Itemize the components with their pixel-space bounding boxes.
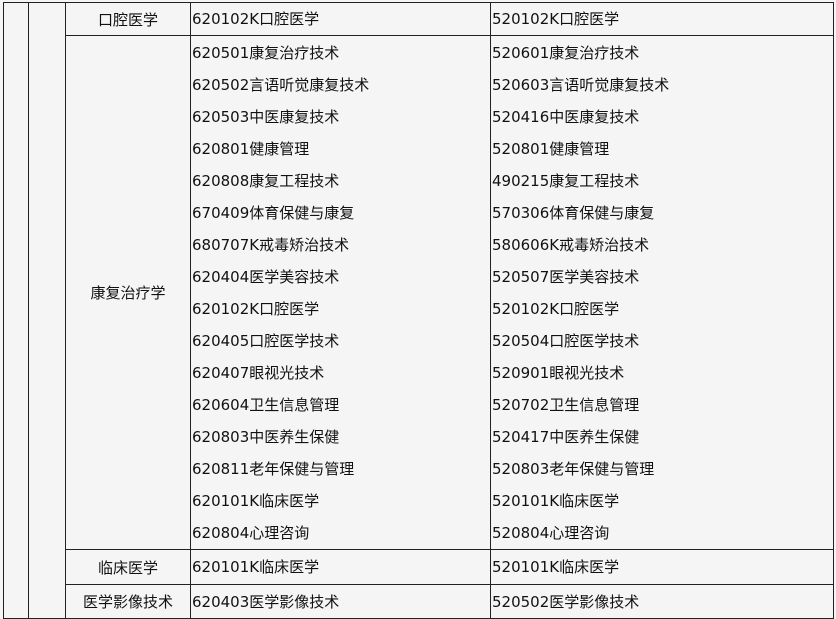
secondary-major-item: 620604卫生信息管理: [192, 396, 340, 414]
major-name-cell: 医学影像技术: [65, 584, 191, 619]
higher-major-item: 520601康复治疗技术: [492, 44, 640, 62]
major-name-cell: 康复治疗学: [65, 35, 191, 550]
table-row: 康复治疗学 620501康复治疗技术 620502言语听觉康复技术 620503中医康…: [4, 35, 834, 550]
higher-major-item: 520804心理咨询: [492, 524, 610, 542]
secondary-major-item: 620801健康管理: [192, 140, 310, 158]
secondary-major-item: 620404医学美容技术: [192, 268, 340, 286]
higher-majors-cell: 520101K临床医学: [490, 549, 834, 585]
higher-major-item: 490215康复工程技术: [492, 172, 640, 190]
higher-majors-cell: 520102K口腔医学: [490, 2, 834, 36]
higher-major-item: 570306体育保健与康复: [492, 204, 655, 222]
secondary-majors-cell: 620101K临床医学: [190, 549, 491, 585]
secondary-majors-cell: 620501康复治疗技术 620502言语听觉康复技术 620503中医康复技术 62…: [190, 35, 491, 550]
major-name-cell: 临床医学: [65, 549, 191, 585]
higher-major-item: 520901眼视光技术: [492, 364, 625, 382]
secondary-majors-cell: 620102K口腔医学: [190, 2, 491, 36]
higher-majors-cell: 520601康复治疗技术 520603言语听觉康复技术 520416中医康复技术 52…: [490, 35, 834, 550]
higher-major-item: 520102K口腔医学: [492, 300, 620, 318]
higher-major-item: 520102K口腔医学: [492, 10, 620, 28]
secondary-major-item: 620101K临床医学: [192, 558, 320, 576]
higher-major-item: 520504口腔医学技术: [492, 332, 640, 350]
secondary-major-item: 620808康复工程技术: [192, 172, 340, 190]
secondary-major-item: 620403医学影像技术: [192, 592, 340, 611]
secondary-major-item: 680707K戒毒矫治技术: [192, 236, 350, 254]
secondary-major-item: 620102K口腔医学: [192, 10, 320, 28]
table-row: 临床医学 620101K临床医学 520101K临床医学: [4, 549, 834, 585]
higher-major-item: 520507医学美容技术: [492, 268, 640, 286]
major-mapping-table: 口腔医学 620102K口腔医学 520102K口腔医学 康复治疗学 620501康复治…: [3, 2, 834, 619]
higher-major-item: 520603言语听觉康复技术: [492, 76, 670, 94]
higher-major-item: 520417中医养生保健: [492, 428, 640, 446]
higher-major-item: 580606K戒毒矫治技术: [492, 236, 650, 254]
secondary-major-item: 620502言语听觉康复技术: [192, 76, 370, 94]
higher-major-item: 520101K临床医学: [492, 492, 620, 510]
higher-major-item: 520101K临床医学: [492, 558, 620, 576]
secondary-major-item: 620811老年保健与管理: [192, 460, 355, 478]
higher-major-item: 520803老年保健与管理: [492, 460, 655, 478]
secondary-major-item: 620501康复治疗技术: [192, 44, 340, 62]
secondary-major-item: 620101K临床医学: [192, 492, 320, 510]
secondary-major-item: 620804心理咨询: [192, 524, 310, 542]
table-row: 口腔医学 620102K口腔医学 520102K口腔医学: [3, 2, 834, 619]
secondary-major-item: 620102K口腔医学: [192, 300, 320, 318]
major-name-cell: 口腔医学: [65, 2, 191, 36]
higher-major-item: 520416中医康复技术: [492, 108, 640, 126]
secondary-major-item: 620503中医康复技术: [192, 108, 340, 126]
group-cell-1: [3, 2, 29, 619]
secondary-major-item: 620803中医养生保健: [192, 428, 340, 446]
higher-major-item: 520702卫生信息管理: [492, 396, 640, 414]
secondary-major-item: 620405口腔医学技术: [192, 332, 340, 350]
higher-majors-cell: 520502医学影像技术: [490, 584, 834, 619]
higher-major-item: 520801健康管理: [492, 140, 610, 158]
secondary-majors-cell: 620403医学影像技术: [190, 584, 491, 619]
group-cell-2: [28, 2, 66, 619]
secondary-major-item: 620407眼视光技术: [192, 364, 325, 382]
table-row: 医学影像技术 620403医学影像技术 520502医学影像技术: [4, 584, 834, 619]
higher-major-item: 520502医学影像技术: [492, 592, 640, 611]
secondary-major-item: 670409体育保健与康复: [192, 204, 355, 222]
